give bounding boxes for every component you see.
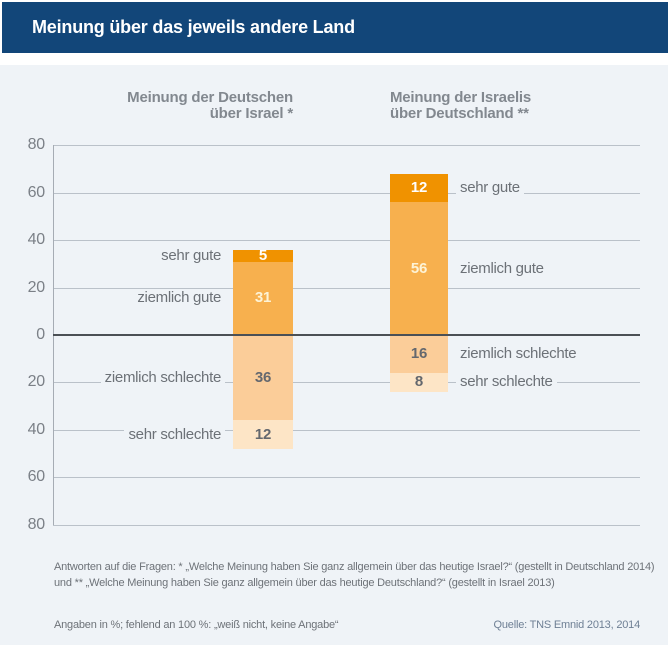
bar-segment-israelis-ueber-deutschland-ziemlich-gute	[390, 202, 448, 335]
y-tick-label: 40	[27, 420, 46, 438]
bar-segment-deutsche-ueber-israel-ziemlich-gute	[233, 261, 293, 335]
segment-label-sehr-schlechte: sehr schlechte	[124, 425, 225, 444]
y-tick-label: 40	[27, 231, 46, 249]
title-bar: Meinung über das jeweils andere Land	[2, 2, 668, 53]
segment-value-ziemlich-schlechte: 36	[254, 368, 272, 386]
group-title-line: Meinung der Deutschen	[127, 89, 293, 106]
segment-value-ziemlich-gute: 31	[254, 289, 272, 307]
zero-gridline	[53, 334, 640, 336]
bar-segment-israelis-ueber-deutschland-sehr-schlechte	[390, 372, 448, 392]
footnote-questions: Antworten auf die Fragen: * „Welche Mein…	[54, 559, 655, 591]
segment-label-ziemlich-schlechte: ziemlich schlechte	[456, 345, 581, 363]
segment-value-sehr-gute: 12	[410, 179, 428, 197]
group-title-line: Meinung der Israelis	[390, 89, 532, 106]
bar-segment-deutsche-ueber-israel-sehr-schlechte	[233, 420, 293, 449]
segment-label-sehr-gute: sehr gute	[157, 246, 225, 265]
segment-value-sehr-schlechte: 12	[254, 425, 272, 443]
segment-value-ziemlich-schlechte: 16	[410, 345, 428, 362]
y-tick-label: 80	[27, 515, 46, 533]
y-tick-label: 80	[27, 136, 46, 154]
group-title-germans-about-israel: Meinung der Deutschen über Israel *	[127, 90, 293, 122]
gridline	[53, 525, 640, 526]
footnote-units: Angaben in %; fehlend an 100 %: „weiß ni…	[54, 619, 339, 631]
bar-segment-deutsche-ueber-israel-ziemlich-schlechte	[233, 335, 293, 421]
gridline	[53, 240, 640, 241]
gridline	[53, 477, 640, 478]
group-title-line: über Deutschland **	[390, 105, 529, 122]
bar-segment-israelis-ueber-deutschland-ziemlich-schlechte	[390, 335, 448, 373]
bar-segment-israelis-ueber-deutschland-sehr-gute	[390, 173, 448, 203]
gridline	[53, 382, 640, 383]
segment-label-sehr-schlechte: sehr schlechte	[456, 373, 557, 392]
gridline	[53, 430, 640, 431]
gridline	[53, 193, 640, 194]
bar-segment-deutsche-ueber-israel-sehr-gute	[233, 249, 293, 262]
segment-label-sehr-gute: sehr gute	[456, 179, 524, 198]
segment-value-sehr-gute: 5	[258, 246, 268, 264]
y-tick-label: 60	[27, 183, 46, 201]
page-title: Meinung über das jeweils andere Land	[32, 17, 355, 37]
group-title-israelis-about-germany: Meinung der Israelis über Deutschland **	[390, 90, 531, 122]
segment-label-ziemlich-gute: ziemlich gute	[133, 289, 225, 308]
footnote-line: Antworten auf die Fragen: * „Welche Mein…	[54, 561, 655, 573]
segment-label-ziemlich-schlechte: ziemlich schlechte	[100, 368, 225, 387]
y-tick-label: 20	[27, 278, 46, 296]
y-tick-label: 0	[36, 326, 45, 343]
segment-value-sehr-schlechte: 8	[414, 373, 424, 391]
y-tick-label: 60	[27, 468, 46, 486]
segment-label-ziemlich-gute: ziemlich gute	[456, 259, 548, 278]
segment-value-ziemlich-gute: 56	[410, 259, 428, 277]
footnote-line: und ** „Welche Meinung haben Sie ganz al…	[54, 577, 555, 589]
y-tick-label: 20	[27, 373, 46, 391]
source-credit: Quelle: TNS Emnid 2013, 2014	[493, 619, 641, 631]
gridline	[53, 288, 640, 289]
group-title-line: über Israel *	[209, 105, 293, 122]
gridline	[53, 145, 640, 146]
